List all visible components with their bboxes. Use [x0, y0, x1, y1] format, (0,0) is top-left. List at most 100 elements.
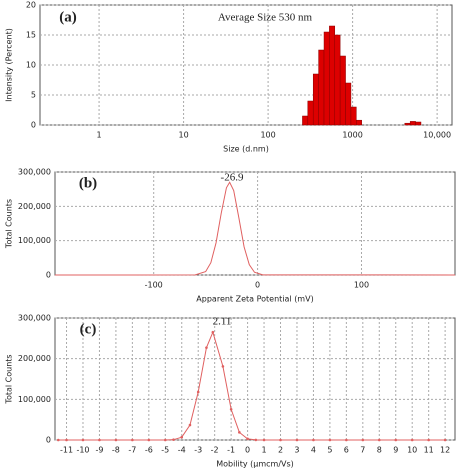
x-tick-label: -8 — [112, 446, 120, 455]
y-tick-label: 200,000 — [18, 202, 51, 211]
data-point — [254, 438, 258, 442]
data-point — [312, 438, 315, 442]
y-tick-label: 300,000 — [18, 168, 51, 177]
histogram-bar — [334, 34, 341, 126]
annotation: -26.9 — [221, 172, 244, 184]
data-point — [163, 438, 167, 442]
x-tick-label: 10,000 — [423, 131, 451, 140]
x-tick-label: 10 — [407, 446, 417, 455]
data-point — [427, 438, 430, 442]
histogram-bar — [302, 115, 309, 126]
x-tick-label: 100 — [354, 281, 369, 290]
histogram-bar — [409, 121, 416, 126]
y-tick-label: 10 — [26, 61, 36, 70]
histogram-bar — [415, 121, 422, 126]
data-point — [443, 438, 447, 442]
data-point — [211, 330, 215, 334]
data-point — [65, 438, 68, 442]
y-tick-label: 15 — [26, 31, 36, 40]
x-tick-label: -1 — [227, 446, 235, 455]
data-point — [238, 431, 241, 434]
data-point — [279, 438, 282, 442]
x-tick-label: 12 — [440, 446, 450, 455]
histogram-bar — [318, 49, 325, 126]
y-tick-label: 0 — [46, 436, 51, 445]
x-tick-label: -9 — [95, 446, 103, 455]
x-tick-label: 0 — [255, 281, 260, 290]
data-point — [98, 438, 101, 442]
x-tick-label: 6 — [344, 446, 349, 455]
y-axis-label: Intensity (Percent) — [5, 28, 14, 102]
data-point — [56, 438, 60, 442]
x-tick-label: -3 — [194, 446, 202, 455]
x-tick-label: 9 — [393, 446, 398, 455]
y-tick-label: 5 — [31, 91, 36, 100]
data-point — [114, 438, 118, 442]
histogram-bar — [350, 106, 357, 126]
x-tick-label: -5 — [161, 446, 169, 455]
x-tick-label: 7 — [360, 446, 365, 455]
data-point — [262, 438, 266, 442]
x-tick-label: 4 — [311, 446, 316, 455]
x-tick-label: -100 — [145, 281, 163, 290]
data-point — [131, 438, 134, 442]
data-point — [377, 438, 381, 442]
data-point — [361, 438, 365, 442]
x-tick-label: 11 — [424, 446, 434, 455]
y-tick-label: 0 — [46, 271, 51, 280]
x-tick-label: -11 — [60, 446, 73, 455]
y-tick-label: 100,000 — [18, 236, 51, 245]
data-point — [246, 437, 249, 441]
x-tick-label: -4 — [178, 446, 186, 455]
histogram-bar — [323, 31, 330, 126]
y-tick-label: 100,000 — [18, 395, 51, 404]
x-tick-label: 3 — [294, 446, 299, 455]
panel-label: (b) — [79, 175, 97, 191]
histogram-bar — [329, 25, 336, 126]
x-tick-label: -10 — [76, 446, 89, 455]
x-axis-label: Mobility (μmcm/Vs) — [216, 460, 294, 469]
data-point — [394, 438, 398, 442]
x-tick-label: 1 — [97, 131, 102, 140]
data-point — [295, 438, 299, 442]
data-point — [221, 365, 225, 368]
histogram-bar — [356, 119, 362, 126]
y-tick-label: 20 — [26, 1, 36, 10]
data-point — [81, 438, 85, 442]
y-axis-label: Total Counts — [5, 354, 14, 404]
data-point — [172, 438, 175, 441]
data-line — [54, 181, 456, 276]
data-point — [180, 435, 184, 439]
x-tick-label: 5 — [327, 446, 332, 455]
plot-frame — [54, 317, 456, 441]
x-tick-label: 8 — [377, 446, 382, 455]
annotation: 2.11 — [213, 316, 232, 328]
histogram-bar — [339, 55, 346, 126]
y-tick-label: 0 — [31, 121, 36, 130]
histogram-bar — [312, 73, 319, 126]
data-point — [410, 438, 414, 442]
x-tick-label: -7 — [128, 446, 136, 455]
x-tick-label: 2 — [278, 446, 283, 455]
x-tick-label: 1000 — [342, 131, 362, 140]
histogram-bar — [345, 82, 352, 126]
data-point — [147, 438, 151, 442]
x-tick-label: 100 — [260, 131, 275, 140]
panel-label: (c) — [80, 321, 97, 337]
x-tick-label: 0 — [245, 446, 250, 455]
x-tick-label: 1 — [262, 446, 267, 455]
y-axis-label: Total Counts — [5, 199, 14, 249]
histogram-bar — [404, 122, 411, 126]
data-point — [196, 390, 200, 394]
y-tick-label: 300,000 — [18, 314, 51, 323]
x-axis-label: Size (d.nm) — [223, 145, 269, 154]
y-tick-label: 200,000 — [18, 354, 51, 363]
data-point — [229, 407, 233, 411]
data-point — [328, 438, 332, 442]
x-tick-label: -2 — [211, 446, 219, 455]
x-axis-label: Apparent Zeta Potential (mV) — [196, 295, 313, 304]
histogram-bar — [307, 100, 314, 126]
panel-label: (a) — [59, 9, 77, 25]
x-tick-label: 10 — [178, 131, 188, 140]
